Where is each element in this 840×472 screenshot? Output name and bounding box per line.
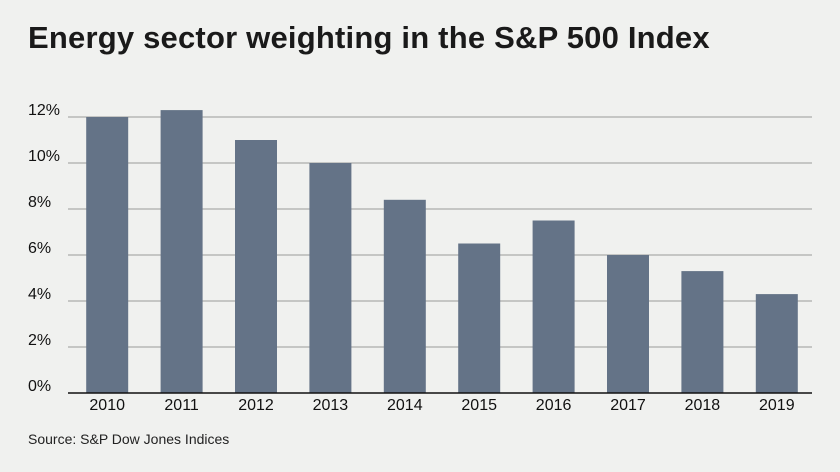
x-tick-label: 2013	[313, 397, 349, 414]
bar	[160, 110, 203, 393]
bar	[532, 220, 575, 393]
x-tick-label: 2012	[238, 397, 274, 414]
y-tick-label: 8%	[28, 194, 51, 211]
y-tick-label: 4%	[28, 286, 51, 303]
bar	[86, 117, 129, 393]
bar	[309, 163, 352, 393]
bar	[755, 294, 798, 393]
x-tick-label: 2011	[164, 397, 199, 414]
y-tick-label: 12%	[28, 102, 60, 119]
x-tick-label: 2010	[89, 397, 125, 414]
x-tick-label: 2019	[759, 397, 795, 414]
bar	[607, 255, 649, 393]
source-note: Source: S&P Dow Jones Indices	[28, 431, 230, 447]
bar	[458, 243, 501, 393]
x-tick-label: 2015	[461, 397, 497, 414]
x-tick-label: 2014	[387, 397, 423, 414]
x-tick-label: 2018	[685, 397, 721, 414]
x-tick-label: 2016	[536, 397, 572, 414]
y-tick-label: 6%	[28, 240, 51, 257]
bar	[681, 271, 724, 393]
x-tick-label: 2017	[610, 397, 646, 414]
bar	[383, 199, 426, 393]
y-tick-label: 2%	[28, 332, 51, 349]
y-tick-label: 10%	[28, 148, 60, 165]
bar	[235, 140, 277, 393]
y-tick-label: 0%	[28, 378, 51, 395]
chart-title: Energy sector weighting in the S&P 500 I…	[28, 20, 710, 55]
